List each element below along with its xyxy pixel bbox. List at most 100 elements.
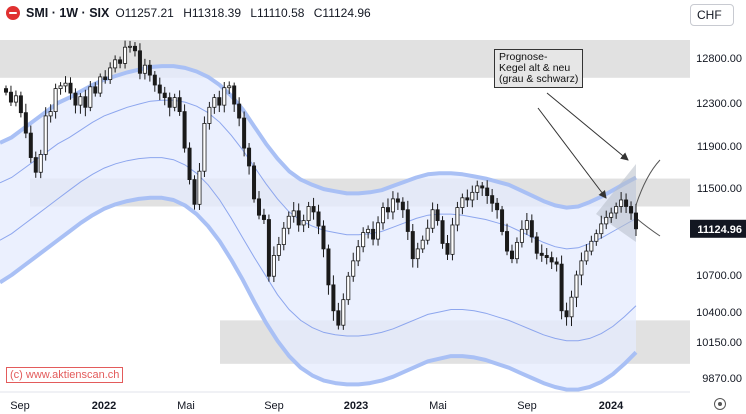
forecast-cone-black-upper <box>635 159 661 206</box>
candle <box>519 220 524 248</box>
candle <box>371 221 376 246</box>
candle <box>465 189 470 207</box>
candle <box>157 77 162 101</box>
candle <box>132 42 137 57</box>
candle <box>415 242 420 268</box>
last-price-label: 11124.96 <box>697 224 742 236</box>
candle <box>227 81 232 94</box>
candle <box>346 271 351 305</box>
y-axis[interactable]: 12800.00 12300.00 11900.00 11500.00 10700.00… <box>690 53 746 385</box>
candle <box>83 89 88 117</box>
open-value: O11257.21 <box>115 6 174 20</box>
candle <box>182 104 187 153</box>
low-value: L11110.58 <box>250 6 305 20</box>
candle <box>470 185 475 208</box>
candle <box>38 149 43 179</box>
candle <box>505 223 510 256</box>
symbol-title[interactable]: SMI · 1W · SIX <box>26 6 110 20</box>
candle <box>584 244 589 265</box>
candle <box>237 97 242 127</box>
candle <box>212 94 217 114</box>
candle <box>500 205 505 236</box>
x-tick-label: Sep <box>264 400 284 412</box>
candle <box>108 62 113 84</box>
candle <box>475 180 480 200</box>
candle <box>440 216 445 249</box>
candle <box>430 202 435 233</box>
candle <box>68 77 73 100</box>
settings-gear-icon[interactable] <box>714 398 726 410</box>
y-tick-label: 12800.00 <box>696 53 742 65</box>
candle <box>331 275 336 321</box>
candle <box>400 197 405 218</box>
candle <box>276 236 281 261</box>
candle <box>103 70 108 84</box>
close-value: C11124.96 <box>313 6 371 20</box>
candle <box>420 235 425 253</box>
candle <box>222 82 227 113</box>
candle <box>13 90 18 107</box>
candle <box>351 252 356 282</box>
candle <box>460 193 465 215</box>
high-value: H11318.39 <box>183 6 242 20</box>
candle <box>629 201 634 220</box>
y-tick-label: 9870.00 <box>702 373 742 385</box>
currency-button[interactable]: CHF <box>690 4 734 26</box>
annotation-arrows <box>537 92 629 199</box>
candle <box>286 211 291 235</box>
candle <box>192 175 197 210</box>
candle <box>252 162 257 203</box>
zone-1 <box>0 40 690 78</box>
candle <box>8 85 13 107</box>
smi-logo-icon <box>6 6 20 20</box>
x-axis[interactable]: Sep 2022 Mai Sep 2023 Mai Sep 2024 <box>0 391 690 412</box>
candle <box>425 219 430 245</box>
candle <box>614 202 619 219</box>
x-tick-label: Mai <box>177 400 195 412</box>
candle <box>28 125 33 163</box>
candle <box>455 201 460 232</box>
candle <box>142 58 147 80</box>
candle <box>172 93 177 112</box>
candle <box>242 111 247 157</box>
band-outer-lower <box>0 195 638 392</box>
candle <box>217 90 222 113</box>
candle <box>604 210 609 230</box>
candle <box>544 248 549 265</box>
candle <box>435 203 440 226</box>
candle <box>480 182 485 196</box>
candle <box>113 55 118 73</box>
candle <box>147 59 152 82</box>
x-tick-label: Sep <box>10 400 30 412</box>
candle <box>485 180 490 204</box>
candle <box>326 244 331 295</box>
y-tick-label: 10700.00 <box>696 270 742 282</box>
y-tick-label: 11900.00 <box>697 141 742 153</box>
candle <box>271 246 276 283</box>
candle <box>450 217 455 261</box>
forecast-cone-black-lower <box>635 217 661 237</box>
candle <box>18 91 23 118</box>
candle <box>207 101 212 130</box>
candle <box>281 222 286 251</box>
candle <box>162 86 167 106</box>
arrow-to-black-cone <box>546 92 629 161</box>
candle <box>23 103 28 139</box>
candle <box>197 163 202 210</box>
candle <box>594 229 599 246</box>
candle <box>53 83 58 119</box>
candle <box>559 255 564 320</box>
candle <box>4 85 9 96</box>
candle <box>321 220 326 258</box>
candle <box>554 257 559 272</box>
ohlc-values: O11257.21 H11318.39 L11110.58 C11124.96 <box>115 6 376 20</box>
candle <box>341 293 346 330</box>
candle <box>539 244 544 262</box>
x-tick-label: 2024 <box>599 400 624 412</box>
candle <box>405 200 410 240</box>
y-tick-label: 10150.00 <box>696 337 742 349</box>
forecast-annotation: Prognose- Kegel alt & neu (grau & schwar… <box>494 49 584 88</box>
x-tick-label: Sep <box>517 400 537 412</box>
y-tick-label: 10400.00 <box>696 307 742 319</box>
